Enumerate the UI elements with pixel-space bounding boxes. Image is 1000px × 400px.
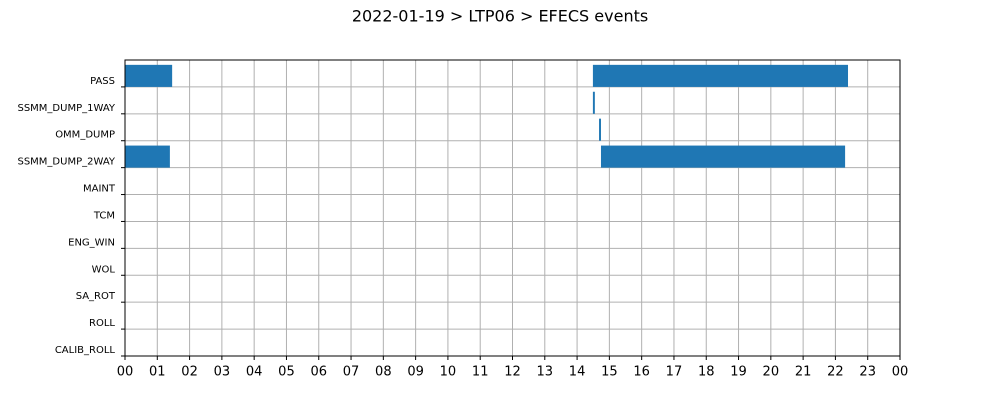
x-tick-label: 17 [666,365,683,380]
x-tick-label: 03 [214,365,231,380]
x-tick-label: 10 [440,365,457,380]
x-tick-label: 06 [310,365,327,380]
x-tick-label: 14 [569,365,586,380]
x-tick-label: 00 [892,365,909,380]
plot-frame [124,59,901,357]
x-tick-label: 15 [601,365,618,380]
y-tick-label: SSMM_DUMP_2WAY [17,157,115,168]
x-tick-label: 23 [859,365,876,380]
y-tick-label: MAINT [83,184,116,195]
x-tick-label: 21 [795,365,812,380]
event-bar [592,64,849,87]
x-tick-label: 00 [117,365,134,380]
y-tick-label: CALIB_ROLL [55,345,116,356]
x-tick-label: 22 [827,365,844,380]
y-tick-label: PASS [90,76,115,87]
x-tick-label: 07 [343,365,360,380]
y-tick-label: SSMM_DUMP_1WAY [17,103,115,114]
y-tick-label: ROLL [89,318,115,329]
x-tick-label: 02 [181,365,198,380]
x-tick-label: 05 [278,365,295,380]
event-bar [600,145,846,168]
x-tick-label: 09 [407,365,424,380]
x-tick-label: 16 [633,365,650,380]
x-tick-label: 12 [504,365,521,380]
x-tick-label: 04 [246,365,263,380]
x-tick-label: 01 [149,365,166,380]
x-tick-label: 20 [763,365,780,380]
x-tick-label: 19 [730,365,747,380]
y-tick-label: ENG_WIN [68,237,115,248]
x-tick-label: 13 [537,365,554,380]
y-tick-label: TCM [93,210,115,221]
event-bar [125,145,170,168]
x-tick-label: 08 [375,365,392,380]
y-tick-label: SA_ROT [76,291,116,302]
event-bar [592,91,595,114]
y-tick-label: OMM_DUMP [55,130,115,141]
event-bar [125,64,173,87]
event-bar [599,118,601,141]
chart-title: 2022-01-19 > LTP06 > EFECS events [352,7,648,26]
x-tick-label: 18 [698,365,715,380]
x-tick-label: 11 [472,365,489,380]
y-tick-label: WOL [92,264,116,275]
